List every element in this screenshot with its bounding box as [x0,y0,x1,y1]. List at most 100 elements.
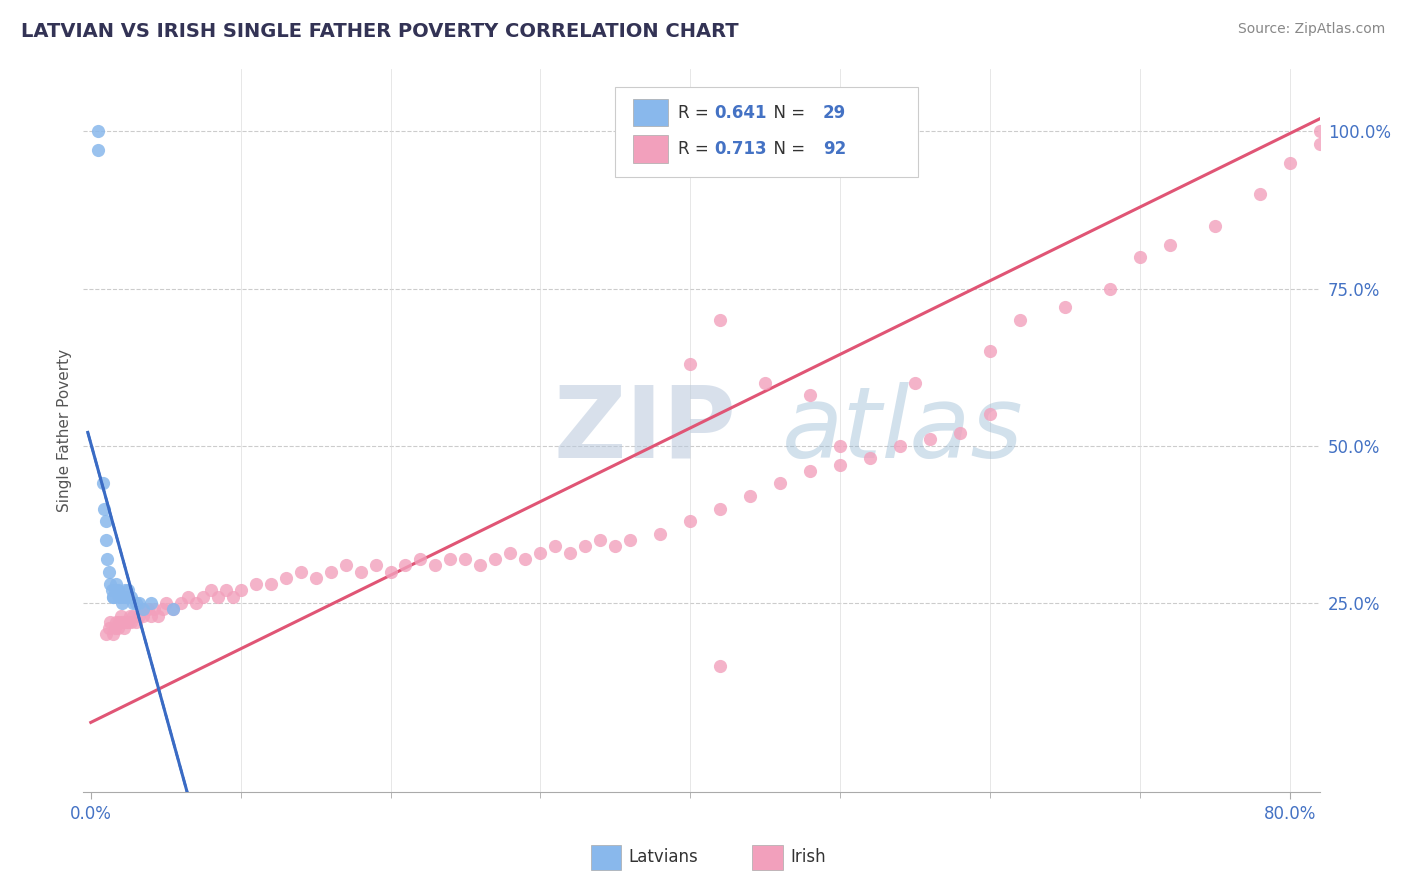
Point [740,489,762,503]
Point [425,558,447,573]
Point [439,552,461,566]
Point [918,433,941,447]
Text: R =: R = [678,140,714,158]
Point [162,602,184,616]
Point [103,590,125,604]
Point [93,501,115,516]
Point [484,552,506,566]
Point [136,602,159,616]
Point [799,388,821,402]
Point [799,464,821,478]
Point [177,590,200,604]
Point [115,590,138,604]
Point [111,615,134,629]
Point [110,608,132,623]
Point [754,376,776,390]
Point [103,590,125,604]
Point [709,501,731,516]
Point [87,143,110,157]
Point [132,602,155,616]
Point [139,608,162,623]
Point [454,552,477,566]
Point [394,558,416,573]
Point [574,540,596,554]
Point [103,627,125,641]
Text: 0.641: 0.641 [714,103,766,121]
Point [100,583,122,598]
Point [110,590,132,604]
Point [1129,250,1152,264]
Text: 0.713: 0.713 [714,140,766,158]
Point [107,583,129,598]
Point [152,602,174,616]
Point [949,426,972,441]
Point [108,615,131,629]
Point [97,565,120,579]
Point [499,546,522,560]
Text: N =: N = [763,103,811,121]
Point [1249,187,1271,202]
Point [104,583,127,598]
Point [125,596,148,610]
Point [108,590,131,604]
Point [96,552,118,566]
Point [709,313,731,327]
Point [304,571,326,585]
Point [114,615,136,629]
Text: N =: N = [763,140,811,158]
Point [162,602,184,616]
Point [830,458,852,472]
Text: R =: R = [678,103,714,121]
Point [904,376,927,390]
Point [131,602,153,616]
Point [94,514,117,528]
FancyBboxPatch shape [634,99,668,127]
Point [104,621,127,635]
Point [105,577,128,591]
FancyBboxPatch shape [634,135,668,162]
Point [859,451,882,466]
Point [107,621,129,635]
Point [98,577,121,591]
Point [120,590,142,604]
Text: LATVIAN VS IRISH SINGLE FATHER POVERTY CORRELATION CHART: LATVIAN VS IRISH SINGLE FATHER POVERTY C… [21,22,738,41]
Point [560,546,582,560]
Text: 92: 92 [823,140,846,158]
Text: ZIP: ZIP [553,382,735,478]
Point [679,514,702,528]
Point [87,124,110,138]
Point [979,408,1001,422]
Point [142,602,165,616]
Point [121,596,143,610]
Point [98,615,121,629]
Point [544,540,567,554]
Point [259,577,281,591]
Point [193,590,215,604]
Point [1204,219,1226,233]
Point [94,533,117,547]
Point [605,540,627,554]
Point [207,590,229,604]
Point [889,439,911,453]
Point [112,590,135,604]
Point [184,596,207,610]
Point [619,533,641,547]
FancyBboxPatch shape [614,87,918,177]
Point [111,596,134,610]
Point [1008,313,1031,327]
Point [335,558,357,573]
Point [709,658,731,673]
Point [214,583,236,598]
Point [94,627,117,641]
Y-axis label: Single Father Poverty: Single Father Poverty [58,349,72,512]
Point [170,596,193,610]
Text: Latvians: Latvians [628,848,699,866]
Point [118,608,141,623]
Text: Irish: Irish [790,848,825,866]
Point [105,615,128,629]
Point [830,439,852,453]
Point [120,615,142,629]
Point [979,344,1001,359]
Point [290,565,312,579]
Point [128,608,150,623]
